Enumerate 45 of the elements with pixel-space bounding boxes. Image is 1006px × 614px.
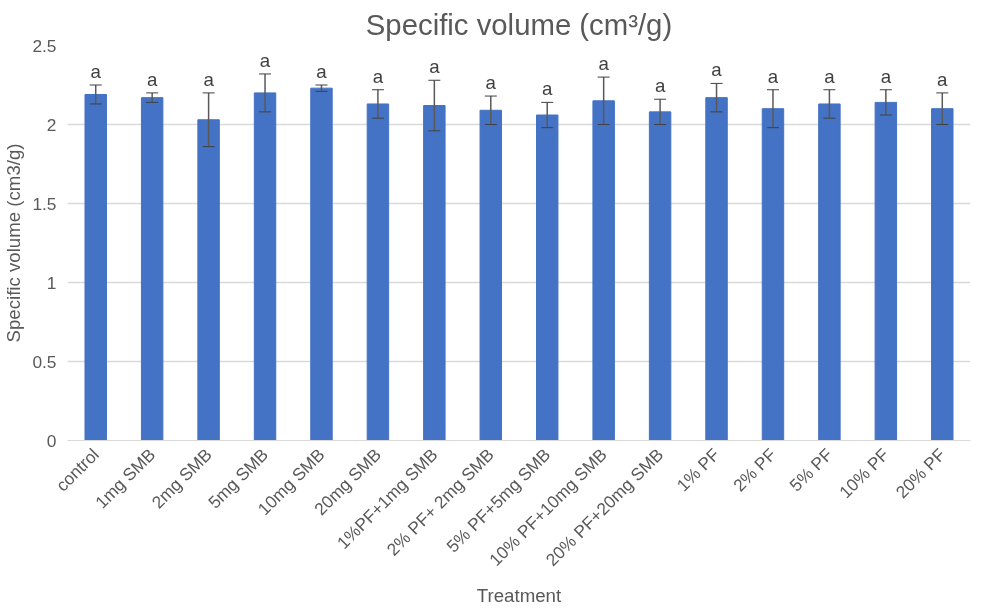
bar bbox=[592, 100, 615, 441]
annotation: a bbox=[598, 53, 610, 75]
annotation: a bbox=[372, 65, 384, 87]
bar bbox=[310, 87, 333, 441]
x-tick-label: 1% PF bbox=[672, 444, 724, 496]
bar bbox=[84, 93, 107, 441]
bar bbox=[705, 97, 728, 441]
y-tick-label: 2 bbox=[46, 114, 57, 135]
x-axis-title: Treatment bbox=[476, 584, 562, 606]
y-tick-label: 0 bbox=[46, 430, 57, 451]
annotation: a bbox=[654, 75, 666, 97]
bar bbox=[931, 108, 954, 441]
x-tick-label: 2% PF bbox=[729, 444, 781, 496]
y-tick-label: 1 bbox=[46, 272, 57, 293]
bar bbox=[818, 103, 841, 441]
y-tick-label: 2.5 bbox=[32, 35, 57, 56]
y-axis-title: Specific volume (cm3/g) bbox=[3, 143, 25, 343]
annotation: a bbox=[203, 68, 215, 90]
bar bbox=[479, 109, 502, 441]
bar bbox=[140, 97, 164, 441]
bar bbox=[253, 92, 277, 441]
bar bbox=[423, 105, 446, 441]
bar bbox=[648, 111, 672, 441]
y-tick-label: 0.5 bbox=[32, 351, 57, 372]
bar bbox=[366, 103, 390, 441]
annotation: a bbox=[711, 59, 723, 81]
annotation: a bbox=[429, 56, 441, 78]
annotation: a bbox=[880, 65, 892, 87]
y-tick-label: 1.5 bbox=[32, 193, 57, 214]
annotation: a bbox=[937, 68, 949, 90]
annotation: a bbox=[316, 61, 328, 82]
chart-title: Specific volume (cm³/g) bbox=[365, 7, 673, 41]
bar bbox=[197, 119, 220, 441]
bar bbox=[536, 114, 559, 441]
annotation: a bbox=[767, 65, 779, 87]
annotation: a bbox=[90, 61, 102, 82]
annotation: a bbox=[824, 65, 836, 87]
annotation: a bbox=[146, 68, 158, 90]
annotation: a bbox=[259, 49, 271, 71]
annotation: a bbox=[485, 72, 497, 94]
x-tick-label: 10% PF bbox=[835, 444, 893, 503]
x-tick-label: 5% PF bbox=[785, 444, 837, 496]
bar bbox=[874, 101, 898, 441]
bar bbox=[761, 108, 785, 441]
annotation: a bbox=[542, 78, 554, 100]
